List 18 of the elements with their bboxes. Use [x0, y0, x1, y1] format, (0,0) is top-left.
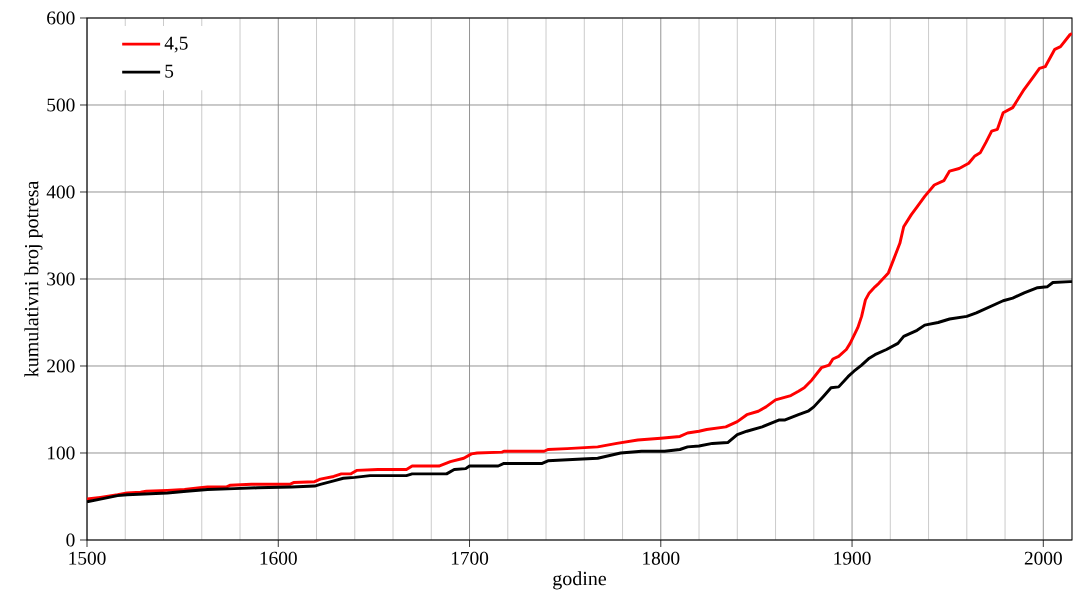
x-tick-label: 1900 — [834, 551, 871, 565]
x-tick-label: 1700 — [451, 551, 489, 565]
x-tick-label: 1800 — [643, 551, 680, 565]
legend-label: 4,5 — [164, 36, 188, 53]
y-tick-label: 200 — [47, 359, 75, 373]
line-series — [87, 32, 1072, 501]
y-tick-label: 600 — [47, 11, 75, 25]
y-tick-label: 300 — [47, 272, 75, 286]
y-tick-label: 500 — [47, 98, 75, 112]
x-tick-label: 1500 — [69, 551, 106, 565]
y-tick-label: 400 — [46, 185, 75, 199]
x-axis-title: godine — [553, 571, 607, 590]
y-axis-title: kumulativni broj potresa — [24, 180, 43, 377]
y-tick-label: 100 — [47, 446, 75, 460]
legend-label: 5 — [165, 64, 174, 78]
x-tick-label: 1600 — [260, 551, 297, 565]
x-tick-label: 2000 — [1024, 551, 1062, 565]
y-tick-label: 0 — [66, 533, 75, 547]
